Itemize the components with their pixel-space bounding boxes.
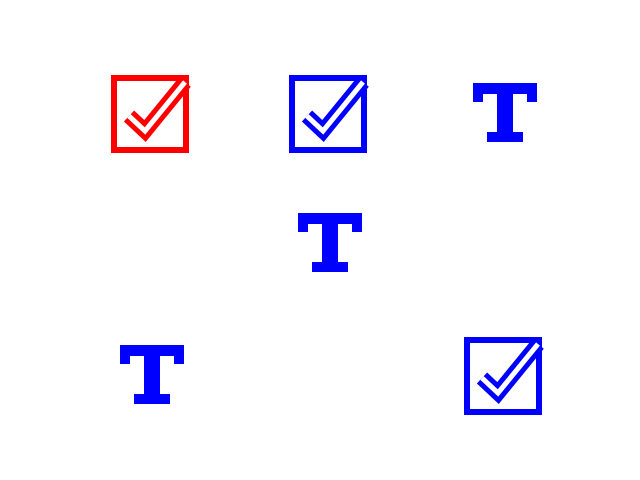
text-t-icon-glyph [120, 345, 184, 404]
text-t-icon-glyph [473, 83, 537, 142]
checkbox-checked-icon-glyph [289, 75, 369, 153]
text-t-icon-glyph [298, 213, 362, 272]
checkbox-checked-icon[interactable] [445, 315, 565, 435]
text-t-icon [92, 315, 212, 435]
checkbox-checked-icon-glyph [111, 75, 191, 153]
text-t-icon [270, 183, 390, 303]
checkbox-checked-icon[interactable] [270, 53, 390, 173]
text-t-icon [445, 53, 565, 173]
checkbox-checked-icon-glyph [464, 337, 544, 415]
checkbox-checked-icon[interactable] [92, 53, 212, 173]
